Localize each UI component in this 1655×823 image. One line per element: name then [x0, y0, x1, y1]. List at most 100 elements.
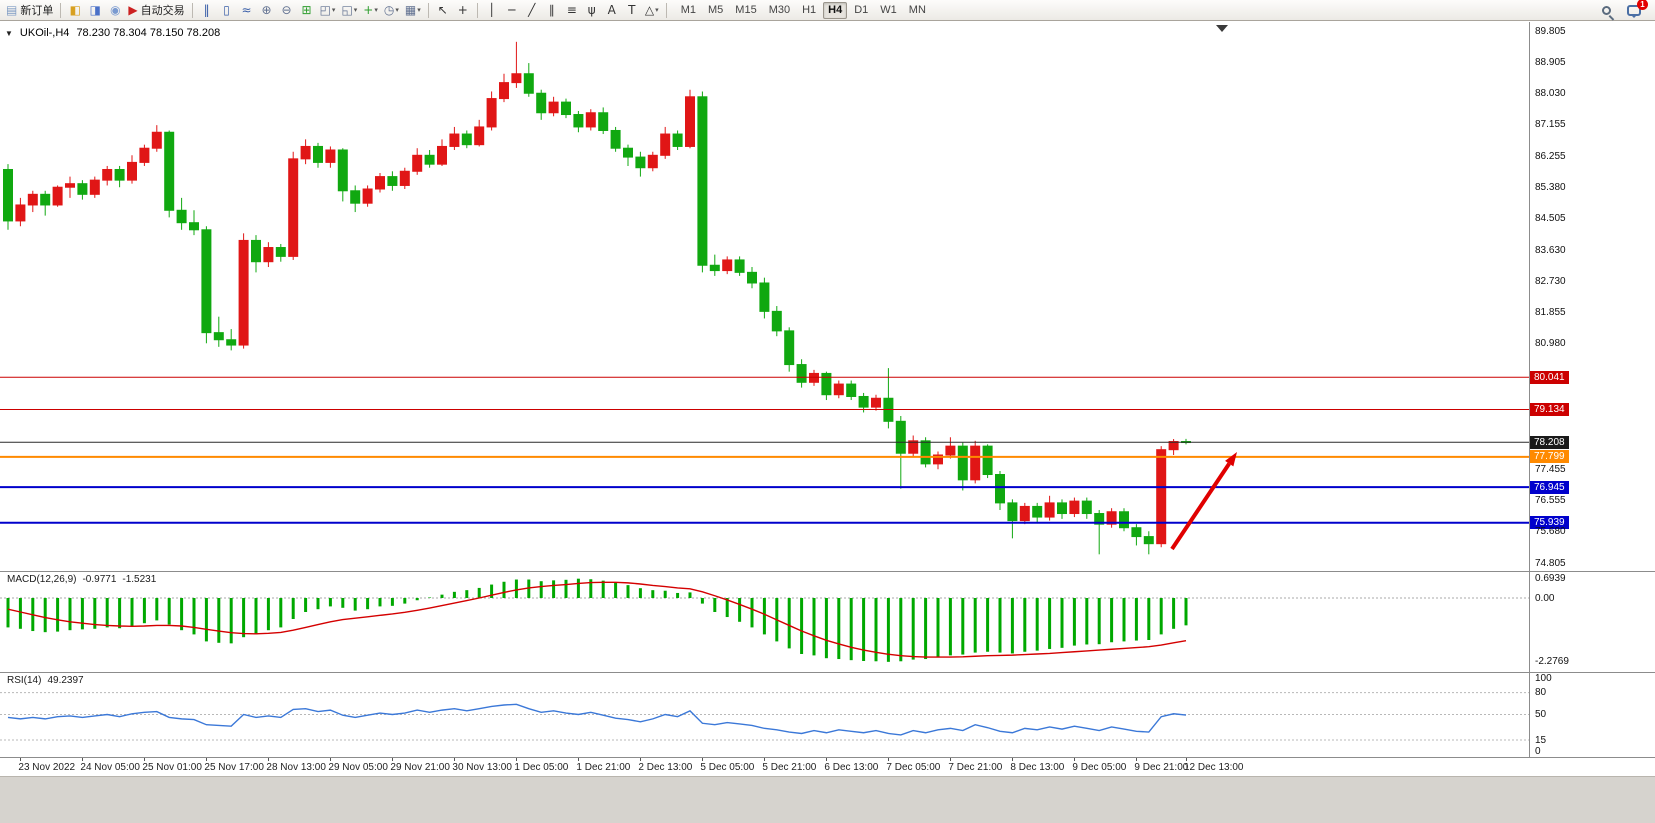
timeframe-m15-button[interactable]: M15: [735, 4, 757, 16]
timeframe-w1-button[interactable]: W1: [880, 4, 897, 16]
macd-axis-label: -2.2769: [1535, 656, 1569, 668]
price-line-label: 78.208: [1530, 435, 1569, 449]
macd-svg[interactable]: [0, 572, 1529, 672]
time-axis-label: 25 Nov 01:00: [142, 762, 202, 773]
timeframe-h4-button[interactable]: H4: [823, 1, 848, 19]
market-watch-icon: ◧: [69, 3, 82, 17]
text-box-button[interactable]: T: [622, 1, 642, 19]
price-axis[interactable]: 89.805 88.905 88.030 87.155 86.255 85.380 84.5…: [1529, 22, 1655, 758]
crosshair-button[interactable]: +: [453, 1, 473, 19]
rsi-axis-label: 50: [1535, 709, 1547, 720]
navigator-button[interactable]: ◉: [105, 1, 125, 19]
timeframe-m30-button[interactable]: M30: [768, 4, 791, 16]
cursor-button[interactable]: ↖: [433, 1, 453, 19]
bar-chart-button[interactable]: ‖: [197, 1, 217, 19]
time-axis-label: 25 Nov 17:00: [204, 762, 264, 773]
time-axis-label: 7 Dec 05:00: [886, 762, 941, 773]
time-axis-tick: [1012, 758, 1014, 761]
price-chart-svg[interactable]: [0, 22, 1529, 571]
dropdown-arrow-icon: ▾: [417, 7, 421, 14]
price-axis-label: 77.455: [1535, 463, 1566, 475]
time-axis-label: 7 Dec 21:00: [948, 762, 1003, 773]
candlestick-chart-icon: ▯: [223, 3, 230, 17]
time-axis-tick: [764, 758, 766, 761]
trendline-button[interactable]: ╱: [522, 1, 542, 19]
price-axis-label: 80.980: [1535, 338, 1566, 350]
price-axis-label: 82.730: [1535, 276, 1566, 288]
price-axis-label: 88.905: [1535, 57, 1566, 69]
time-axis-tick: [516, 758, 518, 761]
shapes-button[interactable]: △ ▾: [642, 1, 662, 19]
time-axis-tick: [826, 758, 828, 761]
price-axis-label: 74.805: [1535, 557, 1566, 569]
pitchfork-button[interactable]: ψ: [582, 1, 602, 19]
search-icon: [1601, 5, 1611, 15]
rsi-panel-splitter[interactable]: [0, 672, 1655, 673]
candlestick-chart-button[interactable]: ▯: [217, 1, 237, 19]
rsi-svg[interactable]: [0, 673, 1529, 757]
macd-panel-splitter[interactable]: [0, 571, 1655, 572]
tile-windows-button[interactable]: ⊞: [297, 1, 317, 19]
rsi-name: RSI(14): [7, 675, 42, 686]
dropdown-arrow-icon: ▾: [655, 7, 659, 14]
autotrading-button[interactable]: ▶ 自动交易: [125, 1, 187, 19]
time-axis-tick: [578, 758, 580, 761]
time-axis-label: 29 Nov 21:00: [390, 762, 450, 773]
notifications-button[interactable]: 1: [1624, 0, 1648, 19]
timeframe-group: M1 M5 M15 M30 H1 H4 D1 W1 MN: [675, 1, 932, 19]
tile-windows-icon: ⊞: [301, 3, 312, 17]
main-toolbar: ▤ 新订单 ◧ ◨ ◉ ▶ 自动交易 ‖ ▯ ≈ ⊕ ⊖ ⊞ ◰ ▾ ◱ ▾ + ▾ ◷ ▾ ▦ ▾ ↖ + │ ─ ╱ ∥ ≡ ψ A T △ ▾…: [0, 0, 1655, 21]
time-axis-label: 23 Nov 2022: [18, 762, 76, 773]
time-axis-tick: [640, 758, 642, 761]
add-indicator-button[interactable]: + ▾: [360, 1, 381, 19]
time-axis-tick: [888, 758, 890, 761]
arrange-windows-button[interactable]: ◱ ▾: [338, 1, 360, 19]
time-axis-tick: [206, 758, 208, 761]
zoom-out-button[interactable]: ⊖: [277, 1, 297, 19]
toolbar-separator: [191, 2, 193, 18]
chart-title: ▼ UKOil-,H4 78.230 78.304 78.150 78.208: [5, 27, 220, 39]
text-label-button[interactable]: A: [602, 1, 622, 19]
clock-icon: ◷: [383, 3, 395, 17]
time-axis-label: 1 Dec 21:00: [576, 762, 631, 773]
price-line-label: 76.945: [1530, 480, 1569, 494]
price-axis-label: 83.630: [1535, 244, 1566, 256]
horizontal-line-button[interactable]: ─: [502, 1, 522, 19]
template-button[interactable]: ▦ ▾: [402, 1, 424, 19]
navigator-icon: ◉: [110, 3, 121, 17]
macd-name: MACD(12,26,9): [7, 574, 77, 585]
timeframe-mn-button[interactable]: MN: [908, 4, 926, 16]
timeframe-h1-button[interactable]: H1: [802, 4, 817, 16]
time-axis-label: 9 Dec 21:00: [1134, 762, 1189, 773]
vertical-line-icon: │: [488, 3, 496, 17]
time-axis[interactable]: 23 Nov 2022 24 Nov 05:00 25 Nov 01:00 25 No…: [0, 758, 1655, 776]
time-axis-tick: [330, 758, 332, 761]
time-axis-separator: [0, 757, 1655, 758]
timeframe-d1-button[interactable]: D1: [854, 4, 869, 16]
fibonacci-button[interactable]: ≡: [562, 1, 582, 19]
timeframe-m5-button[interactable]: M5: [708, 4, 724, 16]
timeframe-m1-button[interactable]: M1: [680, 4, 697, 16]
zoom-out-icon: ⊖: [281, 3, 292, 17]
chart-title-collapse-arrow[interactable]: ▼: [5, 28, 13, 38]
price-axis-label: 87.155: [1535, 119, 1566, 131]
market-watch-button[interactable]: ◧: [65, 1, 85, 19]
search-button[interactable]: [1596, 1, 1616, 19]
cascade-windows-button[interactable]: ◰ ▾: [317, 1, 339, 19]
price-line-label: 75.939: [1530, 516, 1569, 530]
data-window-button[interactable]: ◨: [85, 1, 105, 19]
dropdown-arrow-icon: ▾: [331, 7, 336, 14]
time-axis-label: 30 Nov 13:00: [452, 762, 512, 773]
vertical-line-button[interactable]: │: [482, 1, 502, 19]
line-chart-button[interactable]: ≈: [237, 1, 257, 19]
zoom-in-button[interactable]: ⊕: [257, 1, 277, 19]
macd-axis-label: 0.6939: [1535, 573, 1566, 585]
time-axis-label: 9 Dec 05:00: [1072, 762, 1127, 773]
period-button[interactable]: ◷ ▾: [381, 1, 402, 19]
channel-button[interactable]: ∥: [542, 1, 562, 19]
time-axis-label: 29 Nov 05:00: [328, 762, 388, 773]
time-axis-tick: [1074, 758, 1076, 761]
new-order-button[interactable]: ▤ 新订单: [3, 1, 56, 19]
time-axis-tick: [950, 758, 952, 761]
